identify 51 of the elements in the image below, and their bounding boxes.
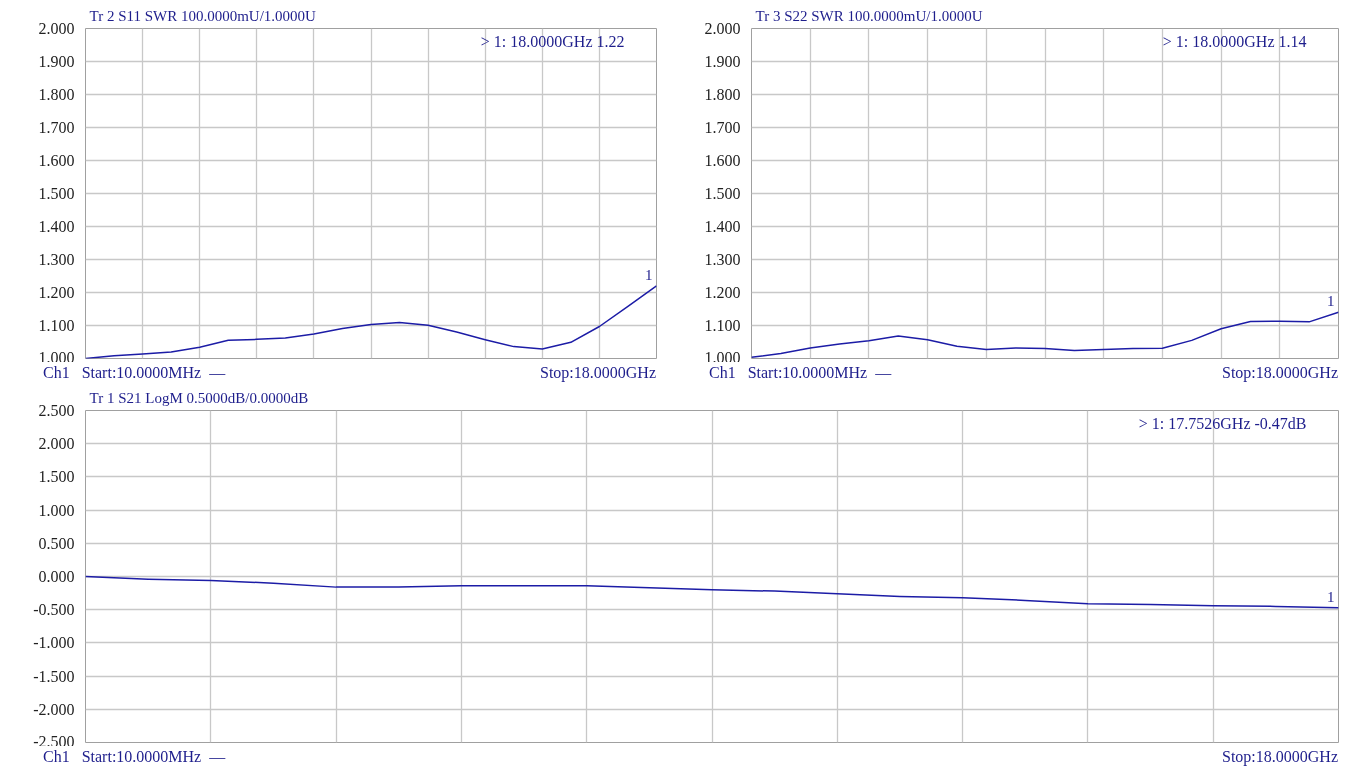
y-tick-label: 2.500 xyxy=(38,402,75,419)
line-series xyxy=(85,575,1339,609)
y-tick-label: 1.400 xyxy=(704,218,741,235)
y-tick-label: 2.000 xyxy=(38,20,75,37)
y-tick-label: 1.100 xyxy=(38,317,75,334)
y-tick-label: 1.500 xyxy=(38,185,75,202)
y-tick-label: 1.000 xyxy=(38,501,75,519)
y-tick-label: 1.800 xyxy=(38,86,75,103)
annotation: 1 xyxy=(1327,588,1335,605)
y-tick-label: 1.100 xyxy=(704,317,741,334)
annotation: > 1: 18.0000GHz 1.14 xyxy=(1162,32,1307,50)
y-tick-label: -2.000 xyxy=(33,700,75,718)
y-tick-label: 1.900 xyxy=(704,53,741,70)
line-series xyxy=(751,311,1339,358)
y-tick-label: 0.500 xyxy=(38,534,75,552)
text: Ch1 Start:10.0000MHz — xyxy=(43,363,226,383)
text: Stop:18.0000GHz xyxy=(1222,363,1338,384)
y-tick-label: 1.300 xyxy=(38,251,75,268)
line-series xyxy=(85,285,657,359)
y-tick-label: 2.000 xyxy=(704,20,741,37)
y-tick-label: 1.300 xyxy=(704,251,741,268)
y-tick-label: -2.500 xyxy=(33,732,75,750)
y-tick-label: 1.500 xyxy=(704,185,741,202)
y-tick-label: -0.500 xyxy=(33,601,75,619)
text: Stop:18.0000GHz xyxy=(540,363,656,384)
text: Ch1 Start:10.0000MHz — xyxy=(709,363,892,383)
annotation: > 1: 18.0000GHz 1.22 xyxy=(480,32,625,50)
y-tick-label: 1.000 xyxy=(704,348,741,366)
y-tick-label: 1.700 xyxy=(38,119,75,136)
annotation: 1 xyxy=(645,266,653,283)
chart-title: Tr 1 S21 LogM 0.5000dB/0.0000dB xyxy=(89,389,309,406)
y-tick-label: 1.600 xyxy=(38,152,75,169)
y-tick-label: 1.200 xyxy=(38,284,75,301)
y-tick-label: 2.000 xyxy=(38,435,75,453)
chart-title: Tr 3 S22 SWR 100.0000mU/1.0000U xyxy=(755,7,983,24)
y-tick-label: -1.500 xyxy=(33,667,75,685)
text: Ch1 Start:10.0000MHz — xyxy=(43,747,226,767)
y-tick-label: -1.000 xyxy=(33,634,75,652)
y-tick-label: 1.800 xyxy=(704,86,741,103)
y-tick-label: 1.500 xyxy=(38,468,75,486)
y-tick-label: 1.400 xyxy=(38,218,75,235)
text: Stop:18.0000GHz xyxy=(1222,747,1338,768)
y-tick-label: 0.000 xyxy=(38,568,75,585)
y-tick-label: 1.000 xyxy=(38,348,75,366)
y-tick-label: 1.200 xyxy=(704,284,741,301)
chart-title: Tr 2 S11 SWR 100.0000mU/1.0000U xyxy=(89,7,317,24)
annotation: 1 xyxy=(1327,293,1335,310)
y-tick-label: 1.700 xyxy=(704,119,741,136)
annotation: > 1: 17.7526GHz -0.47dB xyxy=(1138,414,1307,432)
y-tick-label: 1.900 xyxy=(38,53,75,70)
y-tick-label: 1.600 xyxy=(704,152,741,169)
